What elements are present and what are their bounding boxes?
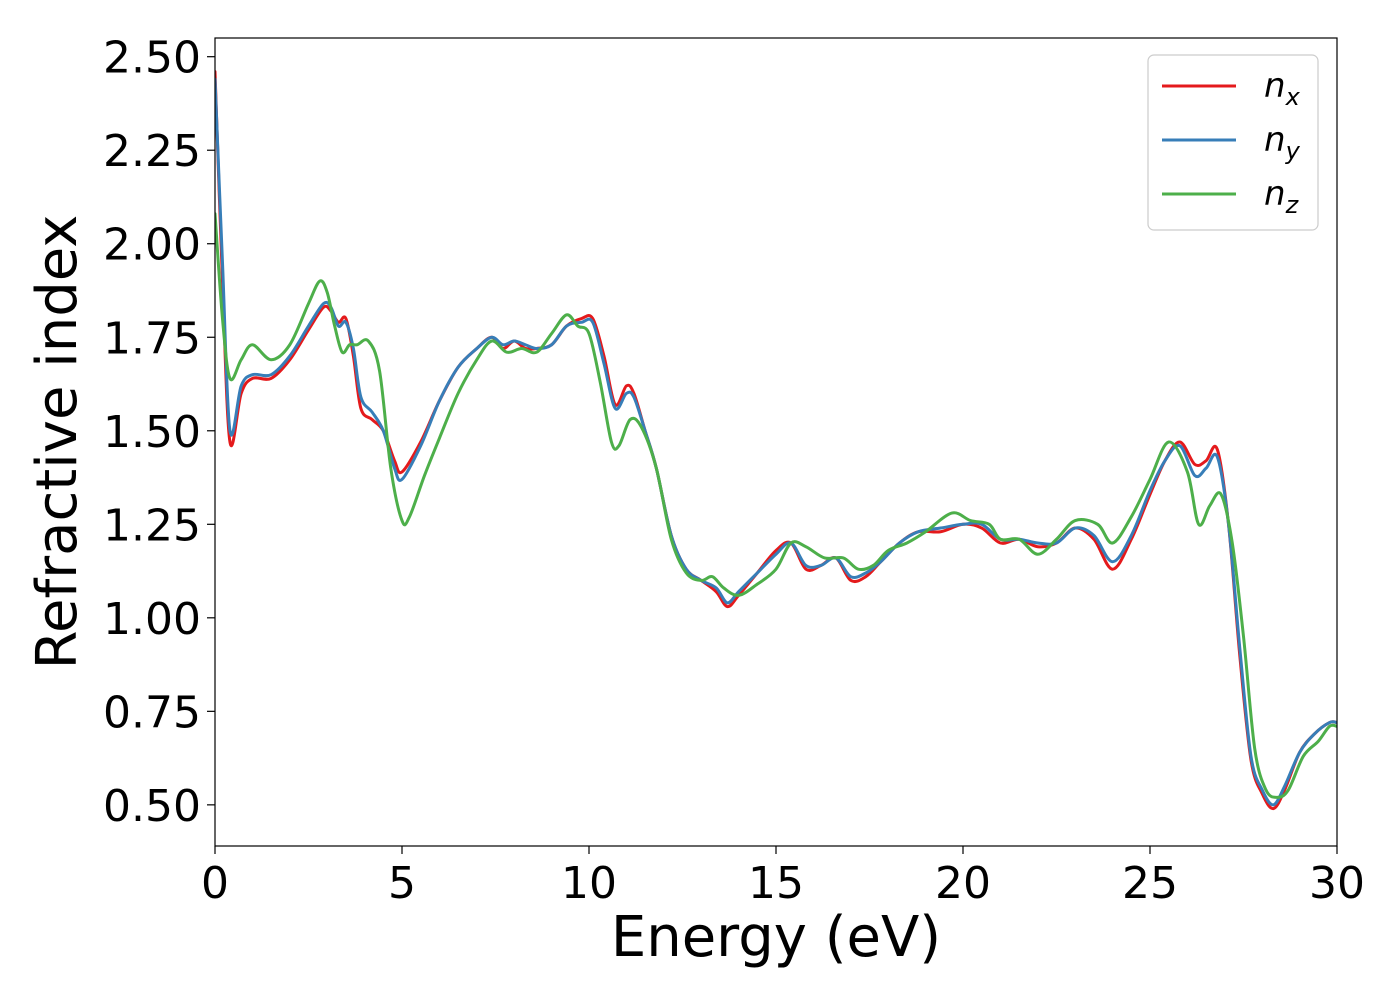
y-tick-label: 1.00 bbox=[103, 594, 201, 645]
legend-label-base: n bbox=[1264, 174, 1286, 214]
legend-label-subscript: z bbox=[1285, 191, 1300, 219]
x-tick-label: 5 bbox=[388, 858, 416, 909]
y-tick-label: 1.75 bbox=[103, 313, 201, 364]
x-tick-label: 10 bbox=[561, 858, 617, 909]
y-tick-label: 2.25 bbox=[103, 126, 201, 177]
series-layer bbox=[215, 70, 1337, 811]
x-tick-label: 20 bbox=[935, 858, 991, 909]
series-line-nz bbox=[215, 212, 1337, 799]
legend-label-x: nx bbox=[1264, 66, 1301, 111]
y-axis-title: Refractive index bbox=[25, 215, 90, 670]
y-tick-label: 0.75 bbox=[103, 687, 201, 738]
legend-label-z: nz bbox=[1264, 174, 1300, 219]
y-tick-label: 2.50 bbox=[103, 33, 201, 84]
x-tick-label: 25 bbox=[1122, 858, 1178, 909]
y-tick-label: 2.00 bbox=[103, 220, 201, 271]
y-axis-ticks: 0.50 0.75 1.00 1.25 1.50 1.75 2.00 2.25 2.50 bbox=[103, 33, 215, 832]
legend-label-subscript: y bbox=[1285, 137, 1301, 165]
legend-label-subscript: x bbox=[1285, 83, 1301, 111]
y-tick-label: 0.50 bbox=[103, 781, 201, 832]
legend-label-base: n bbox=[1264, 66, 1286, 106]
legend-box bbox=[1147, 54, 1319, 231]
y-tick-label: 1.25 bbox=[103, 500, 201, 551]
legend-label-y: ny bbox=[1264, 120, 1301, 165]
x-tick-label: 0 bbox=[201, 858, 229, 909]
x-axis-title: Energy (eV) bbox=[611, 905, 941, 970]
x-axis-ticks: 0 5 10 15 20 25 30 bbox=[201, 846, 1365, 909]
x-tick-label: 15 bbox=[748, 858, 804, 909]
y-tick-label: 1.50 bbox=[103, 407, 201, 458]
x-tick-label: 30 bbox=[1309, 858, 1365, 909]
series-line-ny bbox=[215, 77, 1337, 807]
legend-label-base: n bbox=[1264, 120, 1286, 160]
